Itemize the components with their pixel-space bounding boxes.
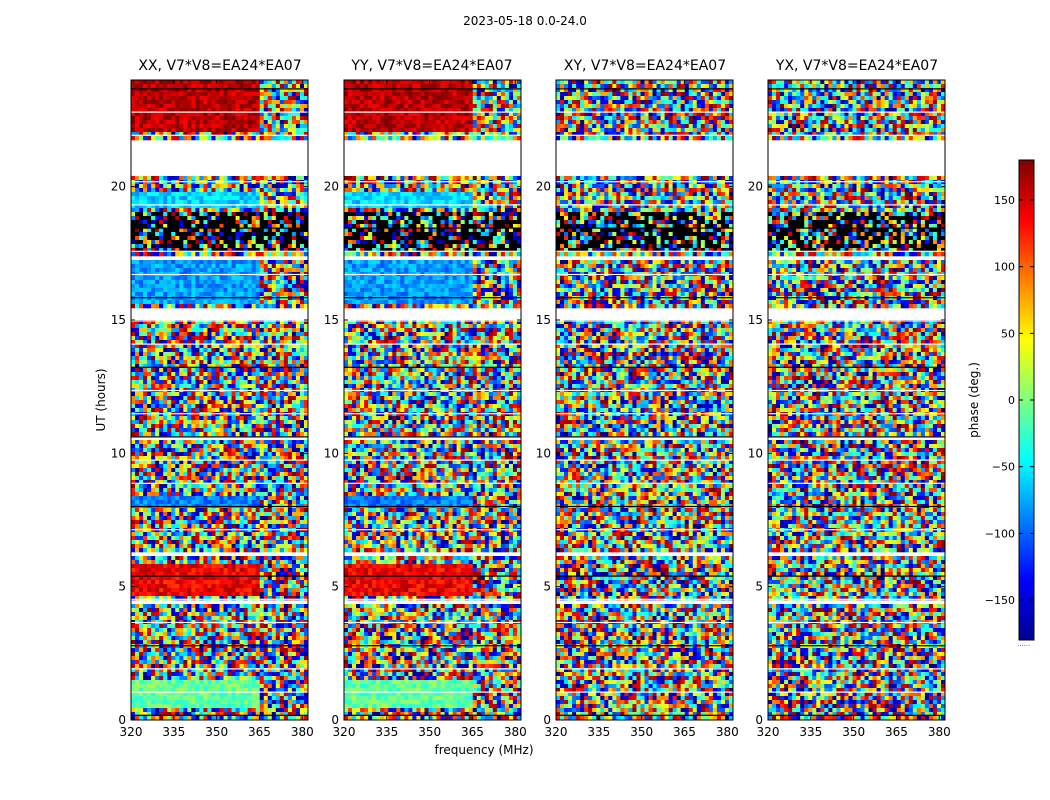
x-tick-label: 350	[205, 725, 228, 739]
colorbar-tick-label: −100	[985, 527, 1015, 540]
x-axis-label: frequency (MHz)	[344, 743, 624, 757]
panel-xy: 320 335 350 365 380 0 5 10 15 20	[536, 79, 739, 739]
x-tick-label: 320	[333, 725, 356, 739]
colorbar-gradient	[1019, 160, 1034, 640]
colorbar: 150 100 50 0 −50 −100 −150	[985, 159, 1035, 641]
axes-frame-xx	[130, 79, 309, 721]
y-tick-label: 15	[536, 313, 551, 327]
panel-title-xx: XX, V7*V8=EA24*EA07	[110, 58, 330, 74]
panel-title-yx: YX, V7*V8=EA24*EA07	[747, 58, 967, 74]
colorbar-label: phase (deg.)	[967, 355, 981, 445]
y-tick-label: 10	[748, 446, 763, 460]
panel-yy: 320 335 350 365 380 0 5 10 15 20	[324, 79, 527, 739]
panel-yx: 320 335 350 365 380 0 5 10 15 20	[748, 79, 951, 739]
heatmap-xy	[556, 80, 734, 721]
y-tick-label: 0	[543, 713, 551, 727]
x-tick-label: 320	[757, 725, 780, 739]
x-tick-label: 320	[120, 725, 143, 739]
y-tick-label: 15	[324, 313, 339, 327]
x-tick-label: 365	[461, 725, 484, 739]
x-tick-label: 380	[716, 725, 739, 739]
y-tick-label: 5	[331, 580, 339, 594]
y-tick-label: 5	[755, 580, 763, 594]
y-tick-label: 20	[536, 180, 551, 194]
heatmap-yx	[768, 80, 946, 721]
x-tick-label: 335	[375, 725, 398, 739]
y-tick-label: 0	[118, 713, 126, 727]
colorbar-tick-label: 0	[1008, 394, 1015, 407]
x-tick-label: 380	[928, 725, 951, 739]
x-tick-label: 335	[162, 725, 185, 739]
axes-frame-yx	[767, 79, 946, 721]
panel-xx: 320 335 350 365 380 0 5 10 15 20	[111, 79, 314, 739]
y-tick-label: 0	[755, 713, 763, 727]
x-tick-label: 350	[842, 725, 865, 739]
heatmap-yy	[344, 80, 522, 721]
colorbar-tick-label: 100	[994, 261, 1015, 274]
colorbar-tick-label: −50	[992, 461, 1015, 474]
x-tick-label: 365	[673, 725, 696, 739]
x-tick-label: 335	[587, 725, 610, 739]
y-tick-label: 5	[543, 580, 551, 594]
y-tick-label: 10	[536, 446, 551, 460]
heatmap-xx	[131, 80, 309, 721]
y-tick-label: 15	[111, 313, 126, 327]
x-tick-label: 320	[545, 725, 568, 739]
x-tick-label: 350	[418, 725, 441, 739]
colorbar-tick-label: 150	[994, 194, 1015, 207]
x-tick-label: 350	[630, 725, 653, 739]
colorbar-tick-label: −150	[985, 594, 1015, 607]
colorbar-tick-label: 50	[1001, 327, 1015, 340]
x-tick-label: 380	[291, 725, 314, 739]
y-axis-label: UT (hours)	[94, 360, 108, 440]
x-tick-label: 335	[799, 725, 822, 739]
y-tick-label: 20	[111, 180, 126, 194]
panel-title-yy: YY, V7*V8=EA24*EA07	[322, 58, 542, 74]
y-tick-label: 20	[324, 180, 339, 194]
y-tick-label: 10	[324, 446, 339, 460]
panel-title-xy: XY, V7*V8=EA24*EA07	[535, 58, 755, 74]
axes-frame-xy	[555, 79, 734, 721]
colorbar-extra-marker: ......	[1017, 640, 1030, 648]
x-tick-label: 365	[885, 725, 908, 739]
y-tick-label: 15	[748, 313, 763, 327]
y-tick-label: 20	[748, 180, 763, 194]
y-tick-label: 10	[111, 446, 126, 460]
x-tick-label: 365	[248, 725, 271, 739]
x-tick-label: 380	[504, 725, 527, 739]
y-tick-label: 5	[118, 580, 126, 594]
y-tick-label: 0	[331, 713, 339, 727]
axes-frame-yy	[343, 79, 522, 721]
figure-title: 2023-05-18 0.0-24.0	[0, 14, 1050, 28]
